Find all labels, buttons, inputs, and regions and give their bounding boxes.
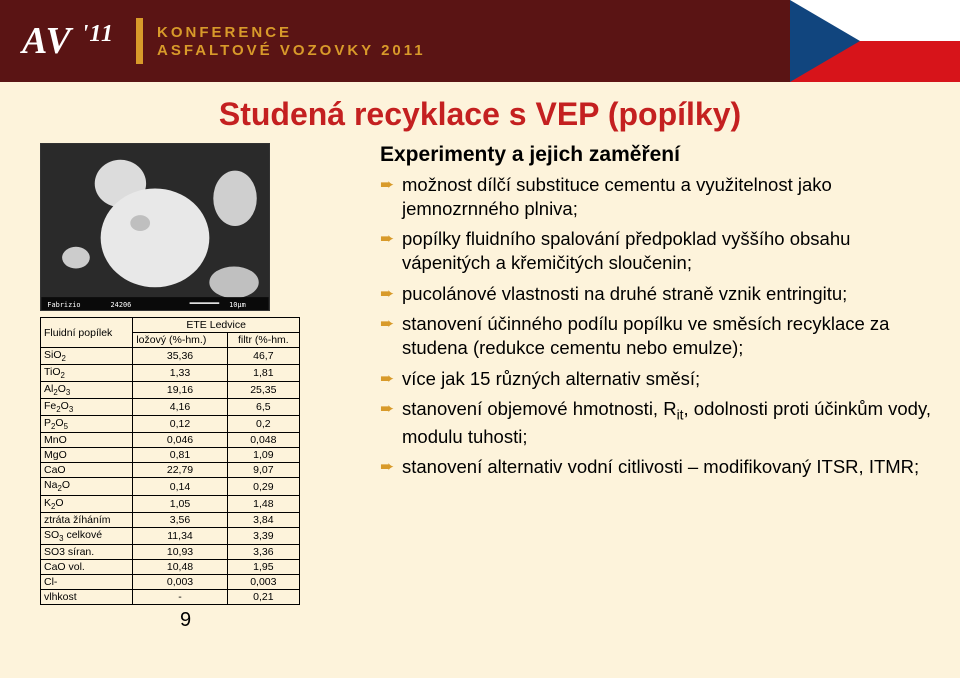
table-row: Cl-0,0030,003: [41, 574, 300, 589]
cell-value-a: 0,81: [133, 448, 227, 463]
table-row: vlhkost-0,21: [41, 589, 300, 604]
divider-bar: [136, 18, 143, 64]
cell-value-a: 0,046: [133, 433, 227, 448]
cell-value-a: 35,36: [133, 348, 227, 365]
cell-value-b: 3,39: [227, 527, 299, 544]
cell-label: MnO: [41, 433, 133, 448]
table-row: Na2O0,140,29: [41, 478, 300, 495]
bullet-item: více jak 15 různých alternativ směsí;: [380, 367, 940, 391]
svg-text:10μm: 10μm: [229, 301, 246, 309]
cell-label: P2O5: [41, 416, 133, 433]
cell-label: vlhkost: [41, 589, 133, 604]
cell-value-a: 19,16: [133, 382, 227, 399]
cell-value-a: 0,14: [133, 478, 227, 495]
bullet-item: stanovení alternativ vodní citlivosti – …: [380, 455, 940, 479]
subheader-a: ložový (%-hm.): [133, 333, 227, 348]
bullet-item: pucolánové vlastnosti na druhé straně vz…: [380, 282, 940, 306]
table-row: ztráta žíháním3,563,84: [41, 512, 300, 527]
cell-label: K2O: [41, 495, 133, 512]
subheader-b: filtr (%-hm.: [227, 333, 299, 348]
cell-label: CaO: [41, 463, 133, 478]
cell-value-b: 46,7: [227, 348, 299, 365]
logo-main: AV: [22, 20, 71, 62]
cell-value-b: 9,07: [227, 463, 299, 478]
cell-value-b: 0,048: [227, 433, 299, 448]
section-subtitle: Experimenty a jejich zaměření: [380, 143, 940, 167]
table-row: MnO0,0460,048: [41, 433, 300, 448]
svg-text:Fabrizio: Fabrizio: [47, 301, 80, 309]
cell-value-a: 0,003: [133, 574, 227, 589]
bullet-item: stanovení účinného podílu popílku ve smě…: [380, 312, 940, 359]
cell-value-a: 11,34: [133, 527, 227, 544]
table-row: SO3 síran.10,933,36: [41, 544, 300, 559]
cell-label: SO3 celkové: [41, 527, 133, 544]
cell-value-a: 22,79: [133, 463, 227, 478]
cell-label: Na2O: [41, 478, 133, 495]
cell-value-a: 1,33: [133, 365, 227, 382]
table-row: Al2O319,1625,35: [41, 382, 300, 399]
cell-value-b: 3,36: [227, 544, 299, 559]
bullet-item: možnost dílčí substituce cementu a využi…: [380, 173, 940, 220]
table-header-row: Fluidní popílek ETE Ledvice: [41, 318, 300, 333]
cell-value-b: 1,48: [227, 495, 299, 512]
logo: AV '11: [22, 19, 114, 63]
cell-label: Fe2O3: [41, 399, 133, 416]
cell-label: ztráta žíháním: [41, 512, 133, 527]
page-number: 9: [40, 609, 360, 632]
cell-label: SiO2: [41, 348, 133, 365]
svg-text:24206: 24206: [111, 301, 132, 309]
bullet-list: možnost dílčí substituce cementu a využi…: [380, 173, 940, 479]
cell-value-a: 3,56: [133, 512, 227, 527]
cell-value-a: 10,48: [133, 559, 227, 574]
bullet-item: popílky fluidního spalování předpoklad v…: [380, 227, 940, 274]
cell-label: Al2O3: [41, 382, 133, 399]
table-row: TiO21,331,81: [41, 365, 300, 382]
cell-value-b: 25,35: [227, 382, 299, 399]
cell-value-a: 10,93: [133, 544, 227, 559]
table-row: K2O1,051,48: [41, 495, 300, 512]
cell-value-b: 0,2: [227, 416, 299, 433]
table-row: CaO vol.10,481,95: [41, 559, 300, 574]
cell-value-a: -: [133, 589, 227, 604]
table-row: P2O50,120,2: [41, 416, 300, 433]
cell-value-b: 3,84: [227, 512, 299, 527]
cell-value-b: 1,95: [227, 559, 299, 574]
composition-table: Fluidní popílek ETE Ledvice ložový (%-hm…: [40, 317, 300, 605]
bullet-item: stanovení objemové hmotnosti, Rit, odoln…: [380, 397, 940, 448]
cell-label: SO3 síran.: [41, 544, 133, 559]
cell-label: CaO vol.: [41, 559, 133, 574]
sem-micrograph: Fabrizio 24206 10μm: [40, 143, 270, 311]
cell-value-a: 0,12: [133, 416, 227, 433]
content-area: Fabrizio 24206 10μm Fluidní popílek ETE …: [0, 143, 960, 632]
cell-value-b: 6,5: [227, 399, 299, 416]
logo-year: '11: [82, 21, 114, 47]
slide-header: AV '11 KONFERENCE ASFALTOVÉ VOZOVKY 2011: [0, 0, 960, 82]
table-row: MgO0,811,09: [41, 448, 300, 463]
conference-title: KONFERENCE ASFALTOVÉ VOZOVKY 2011: [157, 24, 426, 59]
cell-value-b: 0,29: [227, 478, 299, 495]
cell-label: TiO2: [41, 365, 133, 382]
right-column: Experimenty a jejich zaměření možnost dí…: [380, 143, 940, 632]
table-row: CaO22,799,07: [41, 463, 300, 478]
table-row: SO3 celkové11,343,39: [41, 527, 300, 544]
conf-line2: ASFALTOVÉ VOZOVKY 2011: [157, 42, 426, 59]
col-header-site: ETE Ledvice: [133, 318, 300, 333]
cell-label: Cl-: [41, 574, 133, 589]
table-row: Fe2O34,166,5: [41, 399, 300, 416]
cell-value-a: 4,16: [133, 399, 227, 416]
cell-value-b: 0,21: [227, 589, 299, 604]
conf-line1: KONFERENCE: [157, 24, 426, 41]
cell-value-b: 1,09: [227, 448, 299, 463]
cell-value-b: 0,003: [227, 574, 299, 589]
cell-value-b: 1,81: [227, 365, 299, 382]
cell-value-a: 1,05: [133, 495, 227, 512]
cell-label: MgO: [41, 448, 133, 463]
col-header-material: Fluidní popílek: [41, 318, 133, 348]
table-row: SiO235,3646,7: [41, 348, 300, 365]
slide-title: Studená recyklace s VEP (popílky): [0, 82, 960, 143]
czech-flag-icon: [790, 0, 960, 82]
left-column: Fabrizio 24206 10μm Fluidní popílek ETE …: [40, 143, 360, 632]
